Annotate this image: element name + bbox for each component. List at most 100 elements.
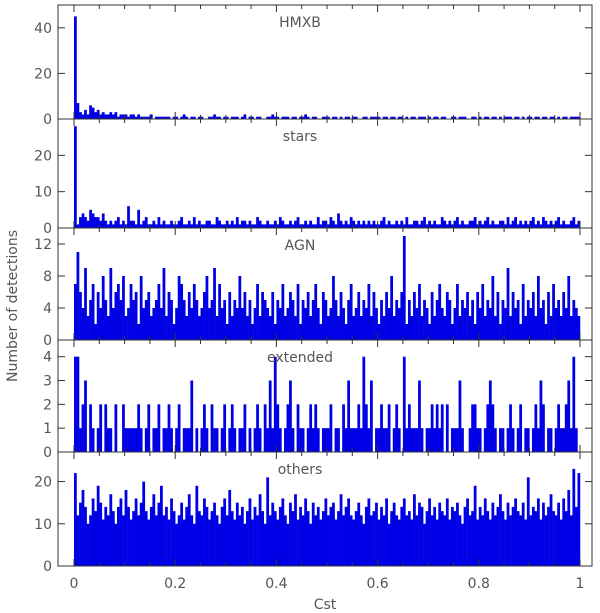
stars-bar [111, 224, 115, 228]
others-bar [286, 523, 290, 566]
others-bar [306, 511, 310, 566]
stars-bar [301, 224, 305, 228]
stars-bar [142, 220, 146, 228]
stars-bar [243, 220, 247, 228]
agn-bar [124, 316, 128, 340]
agn-bar [372, 292, 376, 340]
others-bar [190, 515, 194, 566]
others-bar [309, 523, 313, 566]
hmxb-bars [74, 16, 581, 119]
stars-bar [251, 224, 254, 228]
stars-bar [144, 217, 148, 228]
x-tick-label: 0.8 [468, 576, 490, 592]
stars-bar [407, 224, 411, 228]
agn-ytick-label: 0 [43, 333, 52, 349]
stars-bar [215, 217, 219, 228]
agn-bar [190, 308, 194, 340]
others-bar [334, 519, 338, 566]
others-bar [142, 481, 146, 566]
stars-bar [574, 224, 578, 228]
agn-bar [299, 324, 302, 340]
agn-bar [139, 276, 143, 340]
agn-bar [380, 300, 383, 340]
stars-bar [319, 224, 323, 228]
agn-ytick-label: 8 [43, 269, 52, 285]
agn-bar [334, 300, 338, 340]
agn-bar [301, 300, 305, 340]
extended-bar [557, 404, 561, 452]
hmxb-bar [339, 116, 343, 119]
stars-bars [74, 126, 581, 228]
agn-bar [529, 308, 533, 340]
stars-bar [450, 224, 454, 228]
hmxb-bar [273, 116, 277, 119]
extended-bar [461, 428, 464, 452]
stars-bar [240, 220, 244, 228]
others-bar [152, 494, 156, 566]
extended-bar [137, 404, 141, 452]
others-bar [111, 511, 115, 566]
others-bar [74, 473, 77, 566]
stars-bar [137, 209, 141, 228]
extended-bar [380, 404, 383, 452]
others-bar [195, 485, 199, 566]
hmxb-bar [478, 116, 482, 119]
agn-bar [311, 300, 315, 340]
extended-bar [549, 428, 553, 452]
agn-bar [430, 292, 434, 340]
extended-bar [283, 428, 287, 452]
agn-bar [542, 300, 545, 340]
agn-bar [423, 300, 426, 340]
extended-bar [458, 380, 462, 452]
stars-bar [101, 213, 105, 228]
others-bar [438, 502, 442, 566]
agn-bar [531, 292, 535, 340]
agn-bar [79, 292, 82, 340]
others-bar [117, 506, 120, 566]
stars-bar [413, 220, 416, 228]
others-bar [466, 498, 469, 566]
agn-bar [574, 308, 578, 340]
others-bar [420, 506, 424, 566]
others-bar [549, 494, 553, 566]
agn-bar [218, 284, 221, 340]
others-bar [458, 515, 462, 566]
agn-bar [572, 300, 576, 340]
agn-bar [134, 292, 138, 340]
agn-bar [91, 284, 95, 340]
stars-bar [106, 224, 110, 228]
stars-bar [195, 224, 199, 228]
agn-bar [428, 324, 431, 340]
stars-bar [354, 224, 358, 228]
hmxb-bar [304, 114, 308, 119]
extended-bar [534, 404, 538, 452]
hmxb-bar [86, 114, 90, 119]
agn-bar [547, 292, 550, 340]
x-tick-label: 0.4 [265, 576, 287, 592]
hmxb-title: HMXB [279, 15, 321, 31]
extended-bar [334, 428, 338, 452]
agn-bar [94, 324, 98, 340]
hmxb-bar [225, 116, 229, 119]
stars-bar [119, 224, 123, 228]
others-bar [354, 511, 358, 566]
agn-bar [152, 308, 156, 340]
stars-bar [410, 224, 414, 228]
agn-bar [200, 308, 204, 340]
hmxb-bar [418, 116, 421, 119]
agn-bar [104, 300, 108, 340]
stars-bar [458, 224, 462, 228]
stars-bar [461, 220, 464, 228]
stars-bar [539, 224, 543, 228]
hmxb-bar [129, 114, 133, 119]
extended-bar [205, 428, 209, 452]
agn-bar [471, 300, 474, 340]
extended-bar [213, 428, 216, 452]
extended-bar [306, 428, 310, 452]
extended-bar [170, 428, 173, 452]
others-bar [552, 511, 555, 566]
others-bar [390, 511, 394, 566]
stars-bar [405, 217, 409, 228]
others-bar [225, 515, 229, 566]
others-bar [213, 502, 216, 566]
